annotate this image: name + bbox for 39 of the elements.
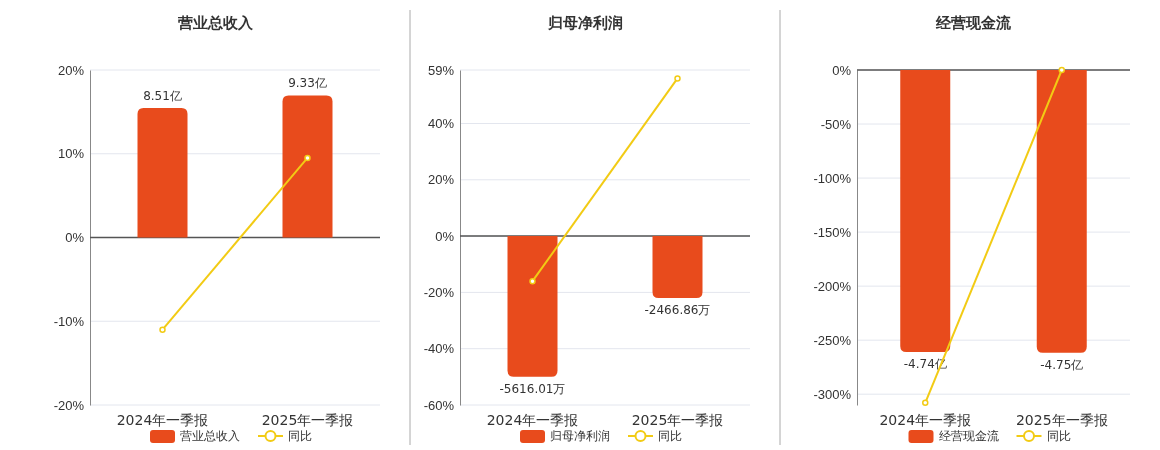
y-tick-label: 10% <box>57 146 85 162</box>
x-tick-label: 2025年一季报 <box>1015 412 1108 428</box>
y-tick-label: 40% <box>427 116 455 132</box>
y-tick-label: -50% <box>820 116 852 132</box>
chart-title: 营业总收入 <box>176 14 254 32</box>
y-tick-label: -100% <box>813 170 852 186</box>
data-label: -5616.01万 <box>499 381 566 396</box>
x-tick-label: 2024年一季报 <box>879 412 972 428</box>
legend-label: 归母净利润 <box>550 429 610 443</box>
data-label: -2466.86万 <box>644 302 711 317</box>
x-tick-label: 2024年一季报 <box>486 412 579 428</box>
y-tick-label: -60% <box>423 397 455 413</box>
y-tick-label: -300% <box>813 386 852 402</box>
y-tick-label: 0% <box>435 228 455 244</box>
data-label: -4.75亿 <box>1040 357 1084 372</box>
y-tick-label: -200% <box>813 278 852 294</box>
legend-label: 同比 <box>658 429 682 443</box>
data-label: 8.51亿 <box>143 88 182 103</box>
y-tick-label: -40% <box>423 341 455 357</box>
y-tick-label: 0% <box>65 230 85 246</box>
y-tick-label: -20% <box>53 397 85 413</box>
y-tick-label: 0% <box>832 62 852 78</box>
x-tick-label: 2025年一季报 <box>631 412 724 428</box>
x-tick-label: 2025年一季报 <box>261 412 354 428</box>
y-tick-label: 59% <box>427 62 455 78</box>
chart-title: 归母净利润 <box>546 14 623 32</box>
y-tick-label: 20% <box>427 172 455 188</box>
y-tick-label: 20% <box>57 62 85 78</box>
legend-label: 同比 <box>288 429 312 443</box>
legend-label: 经营现金流 <box>938 429 999 443</box>
x-tick-label: 2024年一季报 <box>116 412 209 428</box>
data-label: 9.33亿 <box>288 76 327 91</box>
legend-label: 同比 <box>1046 429 1071 443</box>
y-tick-label: -20% <box>423 285 455 301</box>
legend-label: 营业总收入 <box>180 429 240 443</box>
y-tick-label: -250% <box>813 332 852 348</box>
chart-title: 经营现金流 <box>935 14 1012 32</box>
y-tick-label: -10% <box>53 313 85 329</box>
y-tick-label: -150% <box>813 224 852 240</box>
